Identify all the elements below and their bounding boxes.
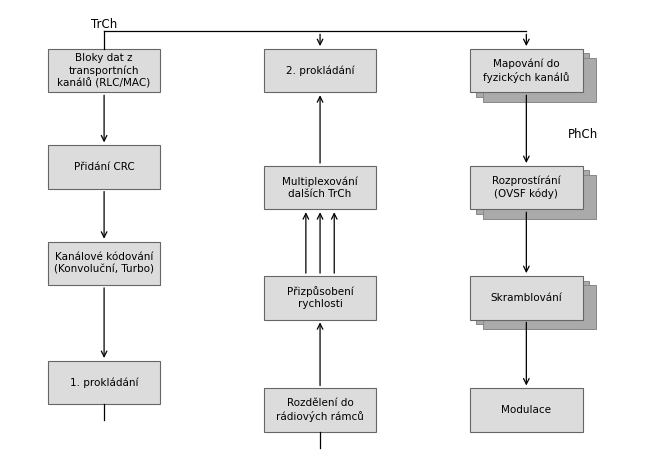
Bar bbox=[470, 276, 582, 319]
Bar bbox=[264, 166, 377, 209]
Bar bbox=[48, 145, 161, 189]
Text: Bloky dat z
transportních
kanálů (RLC/MAC): Bloky dat z transportních kanálů (RLC/MA… bbox=[57, 53, 151, 89]
Bar bbox=[264, 388, 377, 432]
Bar bbox=[264, 276, 377, 319]
Bar bbox=[48, 241, 161, 285]
Bar bbox=[264, 49, 377, 92]
Text: Rozdělení do
rádiových rámců: Rozdělení do rádiových rámců bbox=[276, 398, 364, 422]
Bar bbox=[483, 175, 596, 219]
Bar bbox=[48, 49, 161, 92]
Bar bbox=[483, 58, 596, 102]
Bar bbox=[477, 281, 589, 324]
Text: Kanálové kódování
(Konvoluční, Turbo): Kanálové kódování (Konvoluční, Turbo) bbox=[54, 252, 154, 275]
Bar bbox=[470, 166, 582, 209]
Bar bbox=[483, 285, 596, 329]
Bar bbox=[470, 49, 582, 92]
Text: 2. prokládání: 2. prokládání bbox=[286, 65, 355, 76]
Text: 1. prokládání: 1. prokládání bbox=[70, 377, 138, 388]
Text: Modulace: Modulace bbox=[502, 405, 551, 415]
Bar bbox=[48, 361, 161, 404]
Text: Multiplexování
dalších TrCh: Multiplexování dalších TrCh bbox=[282, 176, 358, 199]
Text: Rozprostírání
(OVSF kódy): Rozprostírání (OVSF kódy) bbox=[492, 176, 561, 199]
Text: PhCh: PhCh bbox=[568, 128, 599, 142]
Bar bbox=[477, 170, 589, 214]
Text: Skramblování: Skramblování bbox=[490, 293, 562, 303]
Text: Přidání CRC: Přidání CRC bbox=[74, 162, 135, 172]
Text: Mapování do
fyzických kanálů: Mapování do fyzických kanálů bbox=[483, 58, 569, 83]
Text: Přizpůsobení
rychlosti: Přizpůsobení rychlosti bbox=[287, 286, 353, 309]
Bar bbox=[470, 388, 582, 432]
Bar bbox=[477, 54, 589, 97]
Text: TrCh: TrCh bbox=[91, 18, 118, 31]
